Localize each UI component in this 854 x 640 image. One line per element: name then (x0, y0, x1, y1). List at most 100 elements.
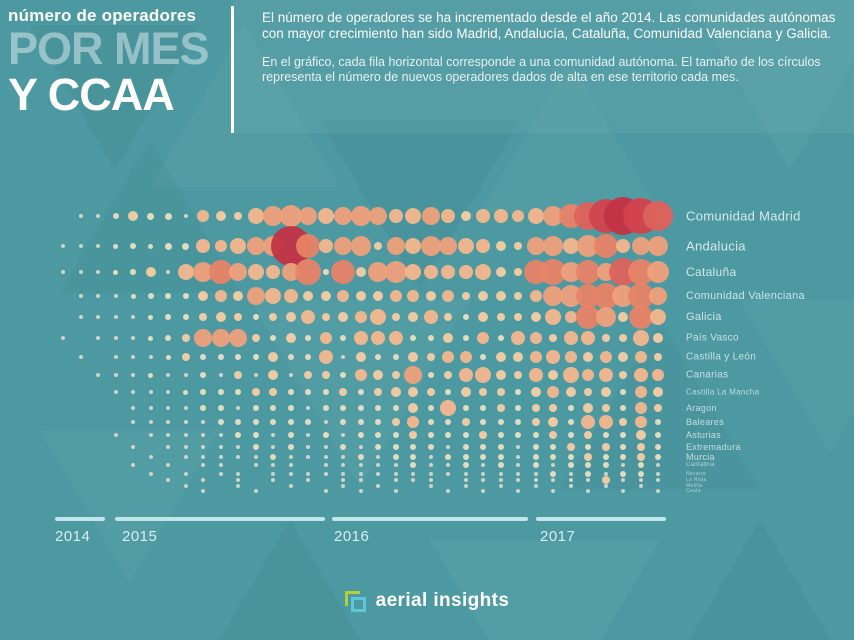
bubble (410, 444, 416, 450)
bubble (78, 244, 83, 248)
bubble (131, 420, 135, 424)
bubble (131, 336, 135, 340)
bubble (200, 372, 206, 378)
bubble (247, 208, 264, 224)
bubble (183, 433, 188, 437)
bubble (358, 472, 363, 476)
bubble (166, 478, 170, 482)
bubble (236, 406, 240, 410)
bubble (564, 311, 577, 323)
axis-year-label: 2017 (540, 528, 576, 545)
bubble (602, 432, 609, 438)
bubble (562, 238, 579, 254)
bubble (585, 444, 591, 450)
bubble (305, 389, 311, 395)
bubble (619, 334, 627, 342)
bubble (480, 405, 486, 411)
bubble (285, 312, 296, 322)
bubble (211, 329, 230, 347)
bubble (131, 406, 135, 410)
bubble (515, 419, 521, 425)
bubble (148, 355, 153, 359)
bubble (420, 236, 441, 256)
row-label: Asturias (686, 430, 721, 440)
bubble (498, 484, 503, 488)
description-panel (233, 0, 854, 133)
bubble (619, 418, 627, 426)
bubble (200, 354, 206, 360)
bubble (656, 489, 660, 493)
bubble (128, 211, 138, 221)
bubble (581, 415, 595, 429)
bubble (246, 237, 265, 255)
bubble (408, 352, 418, 362)
bubble (445, 432, 451, 438)
bubble (353, 331, 368, 345)
bubble (164, 242, 172, 250)
bubble (562, 367, 579, 383)
bubble (405, 208, 421, 224)
bubble (288, 484, 293, 488)
row-label: País Vasco (686, 332, 739, 344)
bubble (442, 351, 454, 363)
bubble (530, 387, 541, 397)
bubble (341, 463, 345, 467)
bubble (183, 214, 188, 218)
bubble (78, 355, 83, 359)
bubble (112, 213, 119, 219)
bubble (304, 371, 312, 379)
bubble (566, 443, 575, 451)
bubble (427, 372, 434, 378)
bubble (388, 331, 403, 345)
bubble (218, 455, 223, 459)
bubble (96, 315, 100, 319)
bubble (194, 329, 212, 347)
bubble (637, 471, 644, 477)
bubble (296, 234, 320, 258)
bubble (516, 463, 520, 467)
bubble (183, 406, 188, 410)
decor-triangle (320, 120, 520, 290)
bubble (165, 314, 171, 320)
bubble (236, 484, 240, 488)
bubble (318, 239, 333, 253)
decor-triangle (690, 0, 854, 170)
bubble (478, 312, 488, 322)
bubble (166, 445, 170, 449)
bubble (410, 462, 416, 468)
bubble (166, 463, 170, 467)
row-label: Comunidad Valenciana (686, 290, 805, 302)
bubble (647, 261, 669, 283)
bubble (635, 430, 646, 440)
bubble (628, 305, 653, 329)
bubble (619, 371, 627, 379)
bubble (236, 478, 240, 482)
bubble (229, 263, 247, 281)
bubble (375, 405, 381, 411)
row-label: Andalucia (686, 238, 746, 254)
bubble (391, 418, 400, 426)
bubble (493, 209, 508, 223)
bubble (218, 472, 223, 476)
bubble (656, 478, 660, 482)
bubble (634, 402, 647, 414)
bubble (427, 419, 434, 425)
bubble (375, 419, 381, 425)
bubble (235, 432, 241, 438)
bubble (96, 214, 100, 218)
bubble (620, 471, 626, 477)
bubble (480, 419, 486, 425)
axis-year-label: 2014 (55, 528, 91, 545)
bubble (443, 333, 453, 343)
bubble (233, 291, 243, 301)
bubble (323, 489, 328, 493)
bubble (303, 291, 313, 301)
bubble (618, 312, 628, 322)
bubble (533, 484, 538, 488)
bubble (634, 416, 647, 428)
bubble (148, 372, 153, 378)
bubble (182, 293, 189, 299)
bubble (183, 420, 188, 424)
bubble (131, 390, 135, 394)
bubble (341, 484, 345, 488)
